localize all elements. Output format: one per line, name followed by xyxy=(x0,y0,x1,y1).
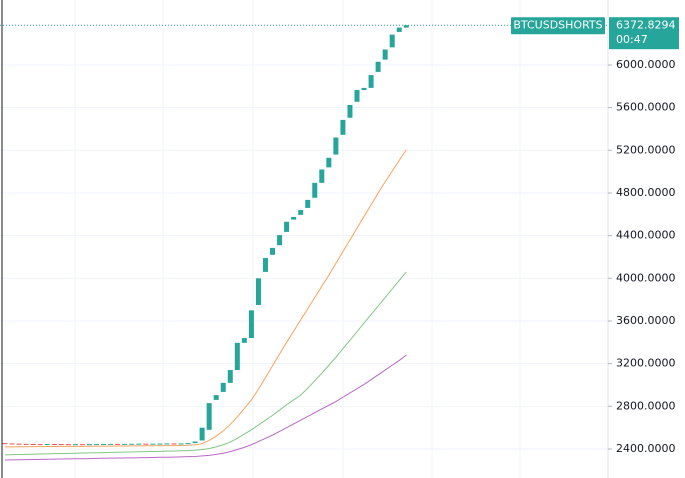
candle-body xyxy=(150,443,156,445)
candle-body xyxy=(164,443,170,445)
candle-body xyxy=(368,75,374,88)
y-tick-label: 4800.0000 xyxy=(616,186,676,199)
candle-body xyxy=(248,310,254,339)
candle-body xyxy=(340,119,346,135)
candle-body xyxy=(115,443,121,445)
candle-body xyxy=(389,34,395,48)
candle-body xyxy=(122,443,128,445)
y-tick-label: 2800.0000 xyxy=(616,399,676,412)
candle-body xyxy=(192,441,198,444)
candle-body xyxy=(199,427,205,441)
candle-body xyxy=(206,403,212,430)
candle-body xyxy=(312,182,318,198)
candle-body xyxy=(382,49,388,60)
candle-body xyxy=(234,342,240,371)
candle-body xyxy=(326,157,332,168)
candle-body xyxy=(51,443,57,445)
candle-body xyxy=(136,443,142,445)
candle-body xyxy=(129,443,135,445)
candle-body xyxy=(277,235,283,246)
candle-body xyxy=(9,443,15,445)
candle-body xyxy=(241,338,247,343)
candle-body xyxy=(157,443,163,445)
candle-body xyxy=(86,444,92,446)
candle-body xyxy=(361,87,367,91)
grid xyxy=(0,0,608,478)
candle-body xyxy=(375,61,381,72)
symbol-label-bg xyxy=(511,17,605,35)
candle-body xyxy=(291,216,297,220)
symbol-label: BTCUSDSHORTS xyxy=(513,19,602,32)
price-label: 6372.8294 xyxy=(616,19,676,32)
candle-body xyxy=(94,444,100,446)
y-tick-label: 4400.0000 xyxy=(616,229,676,242)
price-label-bg xyxy=(609,17,679,50)
candle-body xyxy=(227,370,233,383)
ma-line xyxy=(4,354,407,461)
y-tick-label: 4000.0000 xyxy=(616,271,676,284)
candle-body xyxy=(72,444,78,446)
candle-body xyxy=(58,444,64,446)
candle-body xyxy=(403,25,409,28)
candle-body xyxy=(255,278,261,305)
candle-body xyxy=(333,137,339,155)
candle-body xyxy=(37,444,43,446)
candle-body xyxy=(185,443,191,445)
candle-body xyxy=(220,382,226,392)
ma-line xyxy=(5,149,407,448)
y-tick-label: 3200.0000 xyxy=(616,357,676,370)
y-tick-label: 6000.0000 xyxy=(616,58,676,71)
candle-body xyxy=(347,104,353,118)
candle-body xyxy=(284,221,290,232)
y-tick-label: 3600.0000 xyxy=(616,314,676,327)
candle-body xyxy=(262,258,268,272)
candle-body xyxy=(143,443,149,445)
candle-body xyxy=(354,90,360,102)
candle-body xyxy=(23,443,29,445)
candle-body xyxy=(319,169,325,183)
candle-body xyxy=(79,444,85,446)
candle-body xyxy=(171,443,177,445)
ma-line xyxy=(4,271,407,456)
candle-body xyxy=(30,443,36,445)
candle-body xyxy=(298,210,304,215)
candle-body xyxy=(396,27,402,32)
candle-body xyxy=(101,443,107,445)
candle-body xyxy=(65,444,71,446)
plot xyxy=(0,24,608,461)
candle-body xyxy=(305,199,311,208)
candle-body xyxy=(270,247,276,255)
countdown-label: 00:47 xyxy=(616,33,648,46)
candle-body xyxy=(16,443,22,445)
price-axis: 2400.0000 2800.0000 3200.0000 3600.0000 4000… xyxy=(608,58,676,455)
candle-body xyxy=(108,443,114,445)
y-tick-label: 5200.0000 xyxy=(616,143,676,156)
y-tick-label: 2400.0000 xyxy=(616,442,676,455)
candle-body xyxy=(213,395,219,400)
candle-body xyxy=(44,443,50,445)
candle-body xyxy=(2,443,8,445)
y-tick-label: 5600.0000 xyxy=(616,101,676,114)
candle-body xyxy=(178,443,184,445)
